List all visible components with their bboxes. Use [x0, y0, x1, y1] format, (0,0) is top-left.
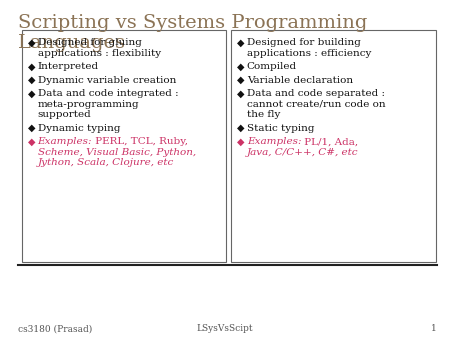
Text: meta-programming: meta-programming [38, 100, 139, 109]
Text: ◆: ◆ [237, 124, 244, 133]
Text: PL/1, Ada,: PL/1, Ada, [302, 138, 359, 146]
Text: supported: supported [38, 111, 91, 119]
Text: cannot create/run code on: cannot create/run code on [247, 100, 386, 109]
Text: Dynamic variable creation: Dynamic variable creation [38, 76, 176, 85]
Text: the fly: the fly [247, 111, 280, 119]
Text: ◆: ◆ [27, 76, 35, 85]
Text: PERL, TCL, Ruby,: PERL, TCL, Ruby, [92, 138, 188, 146]
Text: cs3180 (Prasad): cs3180 (Prasad) [18, 324, 92, 334]
Text: Java, C/C++, C#, etc: Java, C/C++, C#, etc [247, 148, 358, 157]
Text: Data and code integrated :: Data and code integrated : [38, 90, 178, 98]
Text: ◆: ◆ [27, 138, 35, 146]
Text: Examples:: Examples: [247, 138, 302, 146]
Text: applications : flexibility: applications : flexibility [38, 49, 161, 58]
Text: Compiled: Compiled [247, 63, 297, 71]
Text: Designed for building: Designed for building [247, 39, 361, 47]
Text: LSysVsScipt: LSysVsScipt [197, 324, 253, 334]
FancyBboxPatch shape [22, 30, 226, 262]
Text: ◆: ◆ [237, 90, 244, 98]
Text: ◆: ◆ [27, 39, 35, 47]
Text: ◆: ◆ [27, 124, 35, 133]
Text: 1: 1 [431, 324, 436, 334]
Text: Scripting vs Systems Programming
Languages: Scripting vs Systems Programming Languag… [18, 14, 367, 52]
Text: Examples:: Examples: [38, 138, 92, 146]
Text: Static typing: Static typing [247, 124, 315, 133]
FancyBboxPatch shape [231, 30, 436, 262]
Text: Scheme, Visual Basic, Python,: Scheme, Visual Basic, Python, [38, 148, 196, 157]
Text: Variable declaration: Variable declaration [247, 76, 353, 85]
Text: applications : efficiency: applications : efficiency [247, 49, 371, 58]
Text: Jython, Scala, Clojure, etc: Jython, Scala, Clojure, etc [38, 159, 174, 167]
Text: ◆: ◆ [27, 63, 35, 71]
Text: Designed for gluing: Designed for gluing [38, 39, 141, 47]
Text: ◆: ◆ [237, 76, 244, 85]
Text: Interpreted: Interpreted [38, 63, 99, 71]
Text: Dynamic typing: Dynamic typing [38, 124, 120, 133]
Text: ◆: ◆ [237, 138, 244, 146]
Text: ◆: ◆ [237, 63, 244, 71]
Text: ◆: ◆ [27, 90, 35, 98]
Text: ◆: ◆ [237, 39, 244, 47]
Text: Data and code separated :: Data and code separated : [247, 90, 385, 98]
